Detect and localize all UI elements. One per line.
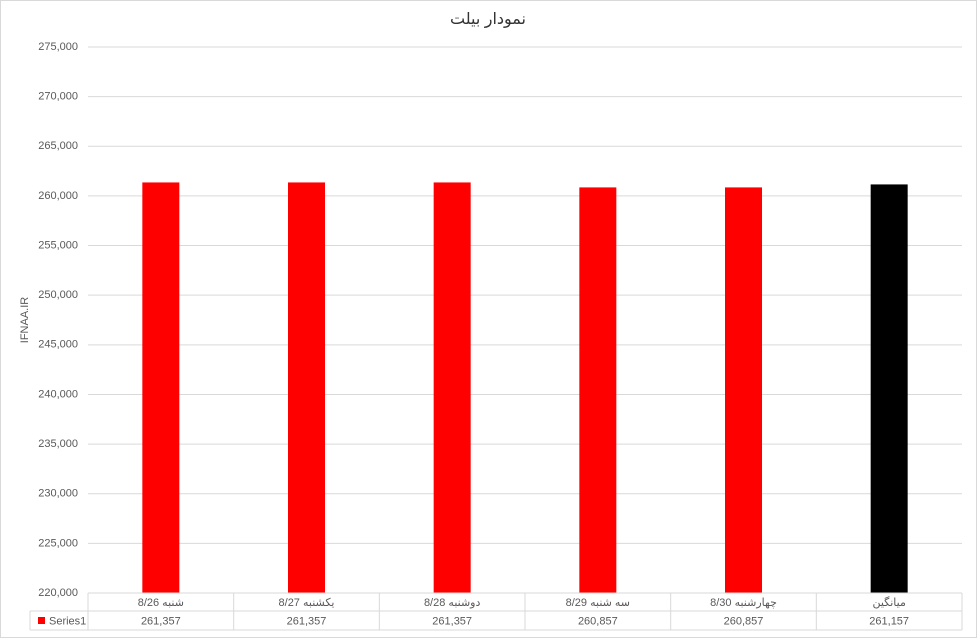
y-tick-label: 245,000: [38, 339, 78, 351]
x-tick-label: میانگین: [872, 596, 906, 609]
bar: [870, 184, 908, 594]
y-tick-label: 220,000: [38, 587, 78, 599]
y-tick-label: 255,000: [38, 239, 78, 251]
table-value: 261,357: [141, 615, 181, 627]
y-tick-label: 270,000: [38, 91, 78, 103]
y-tick-label: 230,000: [38, 488, 78, 500]
y-tick-label: 235,000: [38, 438, 78, 450]
x-tick-label: چهارشنبه 8/30: [710, 597, 777, 609]
y-tick-label: 265,000: [38, 140, 78, 152]
y-tick-label: 250,000: [38, 289, 78, 301]
table-value: 260,857: [724, 615, 764, 627]
y-tick-label: 240,000: [38, 388, 78, 400]
x-tick-label: دوشنبه 8/28: [424, 597, 481, 609]
table-value: 261,157: [869, 615, 909, 627]
y-axis-title: IFNAA.IR: [19, 297, 31, 344]
bar: [725, 187, 762, 593]
table-value: 261,357: [432, 615, 472, 627]
bar: [433, 182, 471, 593]
x-tick-label: سه شنبه 8/29: [566, 597, 630, 609]
x-tick-label: یکشنبه 8/27: [279, 597, 335, 609]
bar: [579, 187, 617, 593]
chart-title: نمودار بیلت: [450, 11, 526, 29]
y-tick-label: 260,000: [38, 190, 78, 202]
y-tick-label: 275,000: [38, 41, 78, 53]
y-tick-label: 225,000: [38, 537, 78, 549]
legend-label: Series1: [49, 615, 86, 627]
legend-marker: [38, 617, 45, 624]
bar: [142, 182, 180, 593]
x-tick-label: شنبه 8/26: [138, 597, 184, 609]
table-value: 261,357: [287, 615, 327, 627]
bar: [288, 182, 325, 593]
table-value: 260,857: [578, 615, 618, 627]
